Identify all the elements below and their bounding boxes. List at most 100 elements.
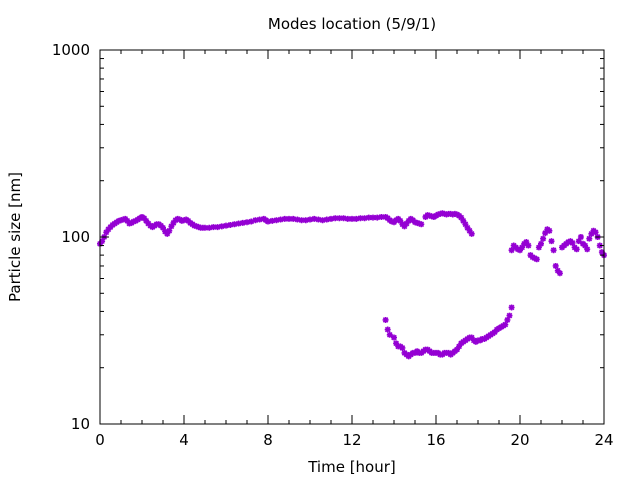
data-point [277,216,284,223]
data-point [468,334,475,341]
data-point [508,304,515,311]
x-tick-label: 16 [426,431,445,449]
data-point [248,218,255,225]
data-points [97,210,607,360]
data-point [575,238,582,245]
data-point [286,215,292,222]
y-axis-label: Particle size [nm] [6,172,24,302]
data-point [456,343,463,350]
data-point [332,215,339,222]
data-point [466,227,473,234]
data-point [418,221,425,228]
data-point [552,262,559,269]
data-point [502,321,509,328]
data-point [349,215,355,222]
data-point [319,217,326,224]
data-point [464,224,471,231]
data-point [386,331,393,338]
data-point [378,213,385,220]
data-point [519,244,526,251]
data-point [535,244,542,251]
data-point [336,215,343,222]
data-point [538,240,544,247]
data-point [269,217,276,224]
x-axis-label: Time [hour] [307,458,396,476]
data-point [202,224,208,231]
data-point [517,247,523,254]
data-point [239,219,246,226]
x-tick-label: 8 [263,431,273,449]
data-point [542,230,549,237]
data-point [315,216,322,223]
data-point [227,221,234,228]
data-point [523,239,530,246]
data-point [223,222,229,229]
x-tick-label: 20 [510,431,529,449]
data-point [290,215,297,222]
data-point [273,217,280,224]
data-point [491,329,498,336]
data-point [588,230,595,237]
data-point [328,215,334,222]
data-point [99,238,106,245]
data-point [403,220,410,227]
data-point [214,224,221,231]
data-point [384,326,391,333]
data-point [454,346,460,353]
data-point [514,246,521,253]
data-point [311,215,318,222]
data-point [235,220,242,227]
axis-ticks: 0 4 8 12 16 20 24 10 100 1000 [52,41,614,449]
data-point [141,215,148,222]
y-tick-label: 10 [71,415,90,433]
data-point [218,223,225,230]
data-point [391,334,397,341]
x-tick-label: 12 [342,431,361,449]
data-point [231,221,238,228]
data-point [508,247,515,254]
data-point [365,214,372,221]
data-point [397,217,404,224]
data-point [323,216,330,223]
x-tick-label: 0 [95,431,105,449]
x-tick-label: 24 [594,431,613,449]
data-point [504,316,511,323]
data-point [525,242,532,249]
data-point [565,239,572,246]
data-point [256,216,263,223]
data-point [168,223,175,230]
y-tick-label: 1000 [52,41,90,59]
data-point [265,218,271,225]
data-point [353,215,360,222]
data-point [244,219,250,226]
data-point [596,242,603,249]
data-point [374,214,381,221]
data-point [160,224,166,231]
data-point [577,234,584,240]
data-point [124,217,131,224]
data-point [584,246,591,253]
data-point [546,227,553,234]
data-point [550,247,557,254]
data-point [460,217,467,224]
data-point [592,229,599,236]
chart-title: Modes location (5/9/1) [268,15,436,33]
data-point [361,215,368,222]
data-point [401,223,408,230]
data-point [540,235,547,242]
data-point [206,224,213,231]
data-point [548,238,555,245]
data-point [554,267,561,274]
y-tick-label: 100 [61,228,90,246]
data-point [382,316,389,323]
data-point [393,340,400,347]
data-point [252,217,259,224]
data-point [298,217,305,224]
data-point [533,256,540,263]
data-point [164,230,171,237]
x-tick-label: 4 [179,431,189,449]
data-point [370,214,376,221]
data-point [143,217,150,224]
data-point [103,229,110,236]
